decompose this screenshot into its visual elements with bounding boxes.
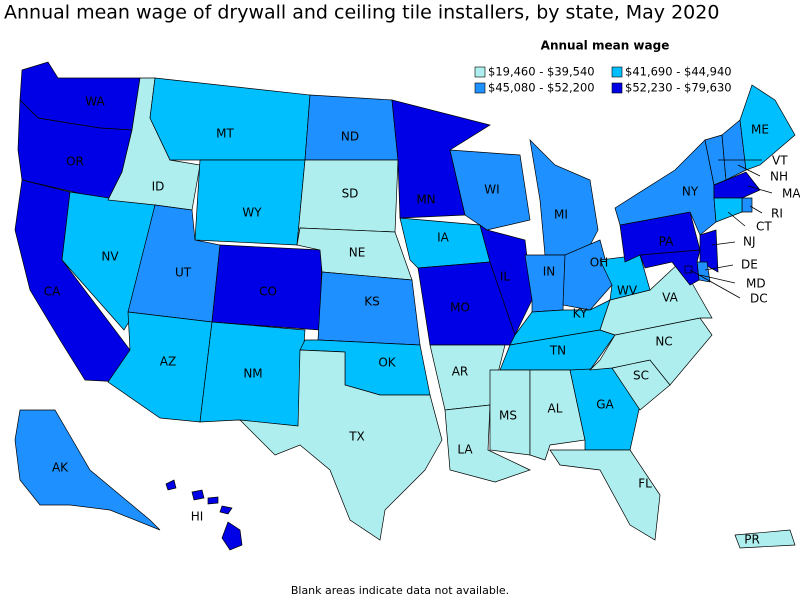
state-label: TN bbox=[549, 344, 566, 358]
state-label: DE bbox=[741, 258, 758, 272]
state-label: WA bbox=[85, 95, 105, 109]
state-label: FL bbox=[638, 477, 652, 491]
state-label: VT bbox=[772, 154, 788, 168]
state-label: NY bbox=[682, 185, 699, 199]
state bbox=[713, 171, 761, 199]
state bbox=[489, 369, 531, 456]
legend-swatch bbox=[474, 66, 486, 78]
state-label: MS bbox=[499, 409, 517, 423]
state-label: AZ bbox=[160, 355, 176, 369]
state-label: NE bbox=[349, 246, 366, 260]
leader-line bbox=[699, 274, 736, 284]
state bbox=[599, 261, 713, 336]
state bbox=[549, 449, 661, 541]
state-label: IL bbox=[500, 270, 511, 284]
state bbox=[149, 77, 311, 161]
state bbox=[194, 159, 306, 246]
state-label: CO bbox=[259, 285, 277, 299]
footnote: Blank areas indicate data not available. bbox=[291, 584, 509, 597]
state-label: KS bbox=[364, 295, 380, 309]
state-label: NM bbox=[243, 367, 262, 381]
state-label: OK bbox=[378, 356, 396, 370]
state-label: ME bbox=[751, 123, 769, 137]
leader-line bbox=[747, 185, 773, 194]
state bbox=[599, 254, 651, 301]
map-title: Annual mean wage of drywall and ceiling … bbox=[4, 2, 719, 24]
state-label: ID bbox=[152, 180, 165, 194]
state bbox=[699, 229, 719, 273]
leader-line bbox=[704, 264, 734, 271]
state bbox=[734, 529, 796, 549]
state bbox=[741, 197, 753, 213]
state-label: WY bbox=[242, 206, 262, 220]
state-label: SC bbox=[633, 369, 649, 383]
state bbox=[165, 479, 243, 551]
legend-label: $45,080 - $52,200 bbox=[488, 81, 595, 95]
state-label: RI bbox=[771, 207, 783, 221]
leader-line bbox=[749, 205, 763, 214]
legend-swatch bbox=[611, 82, 623, 94]
state bbox=[713, 197, 743, 223]
state-label: AK bbox=[52, 461, 69, 475]
legend-label: $52,230 - $79,630 bbox=[625, 81, 732, 95]
state bbox=[639, 249, 701, 286]
state-label: PR bbox=[744, 533, 760, 547]
state-label: KY bbox=[573, 307, 588, 321]
state-label: VA bbox=[662, 291, 678, 305]
states: WA OR CA NV ID MT WY UT AZ CO NM ND SD NE KS OK TX MN IA MO… bbox=[14, 61, 800, 551]
state-label: MD bbox=[746, 277, 766, 291]
state-label: WV bbox=[617, 284, 638, 298]
legend-label: $41,690 - $44,940 bbox=[625, 65, 732, 79]
state-label: LA bbox=[457, 443, 473, 457]
leader-line bbox=[689, 269, 741, 299]
legend-label: $19,460 - $39,540 bbox=[488, 65, 595, 79]
state-label: MN bbox=[416, 193, 435, 207]
state-label: PA bbox=[659, 235, 674, 249]
state-label: WI bbox=[484, 183, 499, 197]
state-label: HI bbox=[191, 510, 204, 524]
state-label: CA bbox=[44, 285, 61, 299]
state-label: NJ bbox=[743, 235, 756, 249]
state bbox=[562, 239, 613, 311]
state-label: OR bbox=[66, 155, 84, 169]
state-label: SD bbox=[342, 187, 359, 201]
legend-swatch bbox=[474, 82, 486, 94]
state bbox=[739, 84, 796, 171]
state bbox=[14, 409, 161, 531]
state-label: MT bbox=[216, 127, 234, 141]
state-label: IA bbox=[437, 231, 450, 245]
legend-title: Annual mean wage bbox=[541, 39, 670, 53]
state-label: TX bbox=[348, 430, 365, 444]
state-label: GA bbox=[596, 398, 614, 412]
state-label: MI bbox=[554, 208, 568, 222]
state-label: IN bbox=[543, 265, 556, 279]
state bbox=[239, 349, 443, 541]
state-label: UT bbox=[175, 266, 192, 280]
state-label: MA bbox=[782, 187, 800, 201]
state-label: MO bbox=[450, 301, 470, 315]
state-label: NH bbox=[770, 170, 788, 184]
state bbox=[317, 271, 421, 346]
state-label: DC bbox=[750, 292, 768, 306]
leader-line bbox=[711, 241, 736, 246]
legend-swatch bbox=[611, 66, 623, 78]
state-label: ND bbox=[341, 130, 359, 144]
state-label: CT bbox=[756, 220, 772, 234]
state-label: AR bbox=[452, 365, 469, 379]
state-label: NC bbox=[655, 335, 672, 349]
leader-line bbox=[727, 211, 746, 227]
state-label: OH bbox=[590, 256, 608, 270]
state bbox=[499, 329, 616, 371]
state bbox=[449, 149, 531, 231]
state bbox=[529, 138, 599, 256]
state-label: AL bbox=[548, 402, 563, 416]
state-label: NV bbox=[101, 250, 119, 264]
state bbox=[304, 94, 399, 161]
leader-line bbox=[737, 164, 761, 177]
state bbox=[684, 265, 693, 274]
